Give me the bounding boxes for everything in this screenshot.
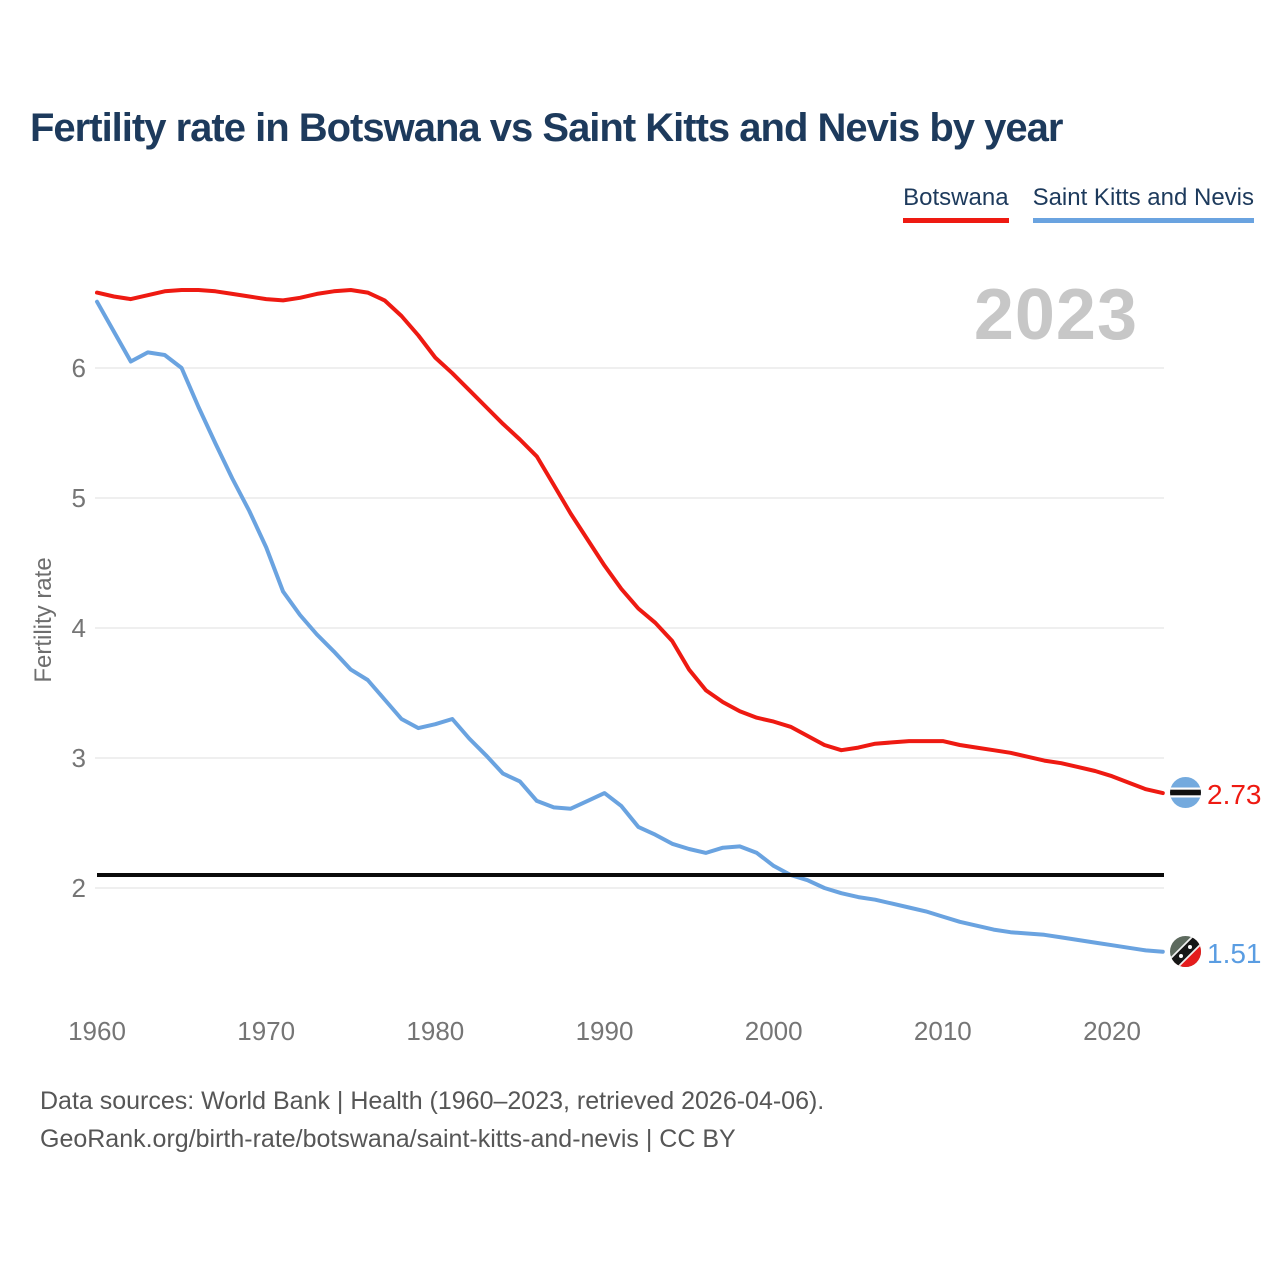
y-axis-title: Fertility rate <box>30 557 57 683</box>
saint-kitts-and-nevis-flag-icon <box>1170 936 1201 967</box>
botswana-end-value-label: 2.73 <box>1207 779 1262 810</box>
x-tick-label: 1980 <box>406 1016 464 1046</box>
x-tick-label: 1970 <box>237 1016 295 1046</box>
botswana-flag-icon <box>1170 777 1201 808</box>
legend-item-saint-kitts-and-nevis[interactable]: Saint Kitts and Nevis <box>1032 184 1254 223</box>
page-title: Fertility rate in Botswana vs Saint Kitt… <box>30 106 1063 150</box>
legend-item-botswana[interactable]: Botswana <box>903 184 1009 223</box>
legend: Botswana Saint Kitts and Nevis <box>903 184 1254 223</box>
series-line-botswana <box>95 288 1165 796</box>
x-tick-label: 2020 <box>1083 1016 1141 1046</box>
x-tick-label: 1990 <box>576 1016 634 1046</box>
y-tick-label: 4 <box>72 613 86 643</box>
x-tick-label: 2010 <box>914 1016 972 1046</box>
saint-kitts-and-nevis-end-value-label: 1.51 <box>1207 938 1262 969</box>
series-line-saint-kitts-and-nevis <box>95 299 1165 954</box>
year-watermark: 2023 <box>973 275 1138 355</box>
y-tick-label: 5 <box>72 483 86 513</box>
data-sources-text: Data sources: World Bank | Health (1960–… <box>40 1087 825 1115</box>
x-tick-label: 2000 <box>745 1016 803 1046</box>
y-tick-label: 3 <box>72 743 86 773</box>
y-tick-label: 2 <box>72 873 86 903</box>
x-tick-label: 1960 <box>68 1016 126 1046</box>
y-tick-label: 6 <box>72 353 86 383</box>
georank-attribution-link[interactable]: GeoRank.org/birth-rate/botswana/saint-ki… <box>40 1125 736 1153</box>
footer: Data sources: World Bank | Health (1960–… <box>40 1082 824 1158</box>
